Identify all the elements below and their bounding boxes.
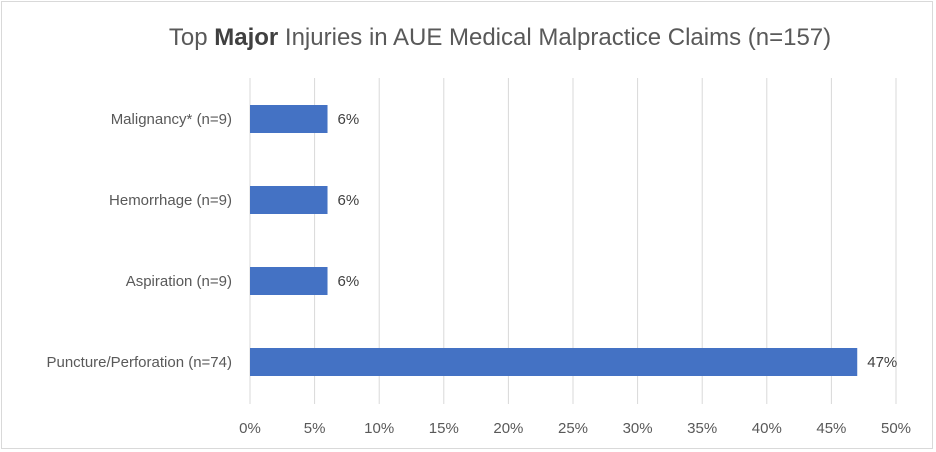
data-label: 6% [338, 111, 360, 128]
x-tick-label: 50% [881, 420, 911, 437]
data-label: 6% [338, 192, 360, 209]
x-tick-label: 35% [687, 420, 717, 437]
x-tick-label: 45% [816, 420, 846, 437]
category-label: Hemorrhage (n=9) [109, 192, 232, 209]
bar [250, 348, 858, 376]
data-label: 6% [338, 273, 360, 290]
category-label: Aspiration (n=9) [126, 273, 232, 290]
x-tick-label: 20% [493, 420, 523, 437]
x-tick-label: 25% [558, 420, 588, 437]
title-prefix: Top [168, 24, 215, 51]
data-label: 47% [867, 354, 897, 371]
x-tick-label: 15% [429, 420, 459, 437]
x-tick-label: 30% [623, 420, 653, 437]
x-tick-label: 0% [239, 420, 261, 437]
category-label: Malignancy* (n=9) [111, 111, 232, 128]
bar [250, 186, 328, 214]
chart-title: Top Major Injuries in AUE Medical Malpra… [0, 24, 936, 52]
x-tick-label: 40% [752, 420, 782, 437]
category-label: Puncture/Perforation (n=74) [46, 354, 232, 371]
title-bold: Major [214, 24, 279, 51]
x-tick-label: 5% [304, 420, 326, 437]
bar [250, 267, 328, 295]
x-tick-label: 10% [364, 420, 394, 437]
bar [250, 105, 328, 133]
title-suffix: Injuries in AUE Medical Malpractice Clai… [278, 24, 832, 51]
